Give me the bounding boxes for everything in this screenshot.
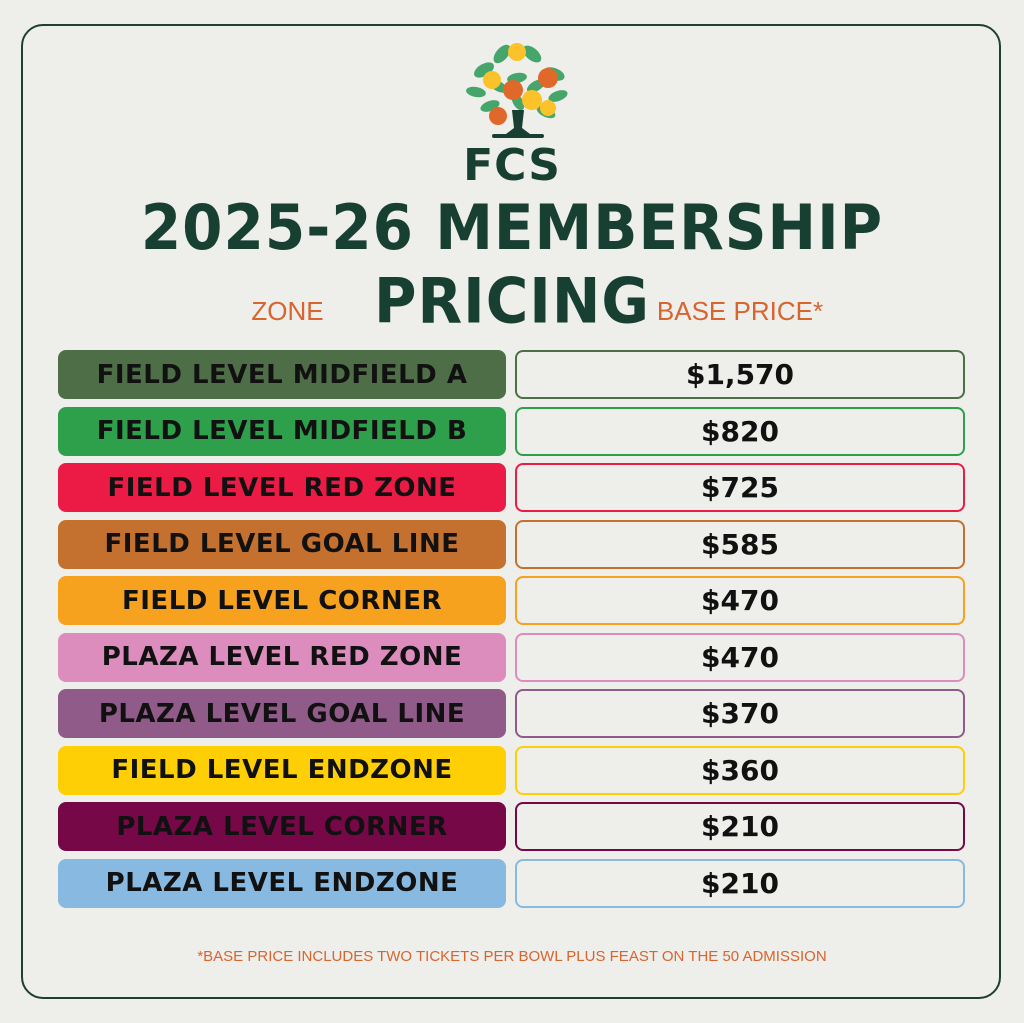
price-value: $210 [515, 802, 965, 851]
price-value: $370 [515, 689, 965, 738]
table-row: FIELD LEVEL CORNER $470 [58, 576, 965, 625]
zone-label: FIELD LEVEL MIDFIELD B [58, 406, 506, 456]
zone-column-header: ZONE [251, 296, 324, 326]
table-row: PLAZA LEVEL RED ZONE $470 [58, 632, 965, 682]
zone-label: FIELD LEVEL ENDZONE [58, 745, 506, 795]
price-value: $210 [515, 858, 965, 908]
table-row: PLAZA LEVEL ENDZONE $210 [58, 858, 965, 908]
price-value: $470 [515, 632, 965, 682]
zone-label: FIELD LEVEL MIDFIELD A [58, 350, 506, 399]
price-value: $725 [515, 463, 965, 512]
price-value: $585 [515, 519, 965, 569]
table-row: FIELD LEVEL MIDFIELD A $1,570 [58, 350, 965, 399]
table-row: FIELD LEVEL MIDFIELD B $820 [58, 406, 965, 456]
table-row: FIELD LEVEL RED ZONE $725 [58, 463, 965, 512]
zone-label: FIELD LEVEL GOAL LINE [58, 519, 506, 569]
table-row: FIELD LEVEL ENDZONE $360 [58, 745, 965, 795]
table-row: PLAZA LEVEL GOAL LINE $370 [58, 689, 965, 738]
fruit-tree-icon [466, 43, 568, 138]
footnote: *BASE PRICE INCLUDES TWO TICKETS PER BOW… [197, 948, 827, 965]
page-title: 2025-26 MEMBERSHIP PRICING [140, 190, 884, 338]
zone-label: PLAZA LEVEL RED ZONE [58, 632, 506, 682]
price-column-header: BASE PRICE* [656, 296, 824, 326]
zone-label: PLAZA LEVEL ENDZONE [58, 858, 506, 908]
zone-label: FIELD LEVEL CORNER [58, 576, 506, 625]
zone-label: FIELD LEVEL RED ZONE [58, 463, 506, 512]
zone-label: PLAZA LEVEL GOAL LINE [58, 689, 506, 738]
price-value: $1,570 [515, 350, 965, 399]
price-value: $820 [515, 406, 965, 456]
brand-name: FCS [463, 140, 561, 191]
table-row: FIELD LEVEL GOAL LINE $585 [58, 519, 965, 569]
price-value: $360 [515, 745, 965, 795]
table-row: PLAZA LEVEL CORNER $210 [58, 802, 965, 851]
price-value: $470 [515, 576, 965, 625]
zone-label: PLAZA LEVEL CORNER [58, 802, 506, 851]
